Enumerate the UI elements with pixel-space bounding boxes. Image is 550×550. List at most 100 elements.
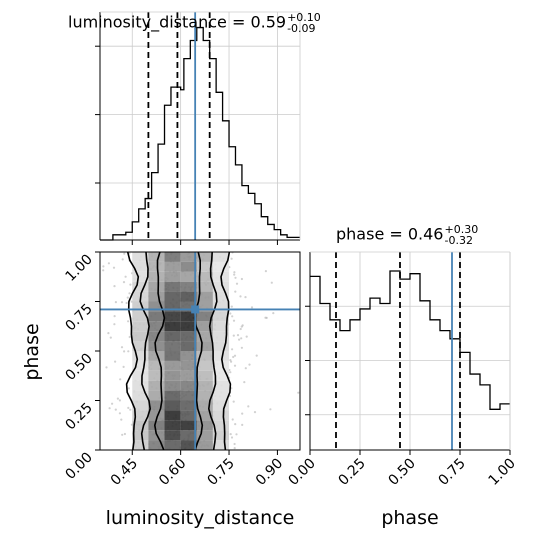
- density-cell: [196, 400, 213, 411]
- scatter-point: [122, 281, 126, 284]
- y-axis-label-phase: phase: [21, 323, 43, 380]
- scatter-point: [114, 360, 117, 363]
- density-cell: [180, 271, 197, 282]
- density-cell: [212, 291, 230, 302]
- density-cell: [148, 351, 165, 361]
- scatter-point: [230, 360, 233, 363]
- density-cell: [148, 281, 165, 292]
- scatter-point: [269, 408, 272, 411]
- density-cell: [164, 252, 181, 262]
- title-luminosity-distance-plus: +0.10: [287, 11, 321, 24]
- scatter-point: [122, 365, 125, 368]
- density-cell: [212, 301, 230, 312]
- density-cell: [180, 390, 197, 401]
- density-cell: [180, 261, 197, 272]
- density-cell: [196, 321, 213, 332]
- scatter-point: [113, 315, 116, 318]
- density-cell: [212, 430, 230, 441]
- density-cell: [132, 252, 149, 262]
- density-cell: [164, 430, 181, 441]
- scatter-point: [247, 405, 250, 408]
- density-cell: [164, 321, 181, 332]
- x-tick-label: 0.90: [253, 456, 286, 489]
- title-phase-main: phase = 0.46: [336, 224, 444, 244]
- density-cell: [164, 301, 181, 312]
- scatter-point: [231, 315, 234, 318]
- scatter-point: [236, 334, 240, 337]
- density-cell: [164, 341, 181, 351]
- density-cell: [180, 400, 197, 411]
- scatter-point: [102, 269, 105, 272]
- x-tick-label: 0.45: [108, 456, 141, 489]
- scatter-point: [229, 433, 232, 436]
- density-cell: [148, 271, 165, 282]
- scatter-point: [109, 336, 112, 339]
- scatter-point: [118, 399, 121, 402]
- density-cell: [148, 301, 165, 312]
- scatter-point: [232, 334, 235, 337]
- scatter-point: [235, 282, 239, 285]
- density-cell: [196, 360, 213, 371]
- scatter-point: [231, 348, 234, 351]
- scatter-point: [102, 265, 105, 268]
- scatter-point: [231, 418, 234, 421]
- scatter-point: [114, 408, 117, 411]
- density-cell: [196, 271, 213, 282]
- scatter-point: [232, 400, 235, 403]
- scatter-point: [253, 411, 257, 414]
- scatter-point: [248, 363, 251, 366]
- scatter-point: [244, 367, 247, 370]
- scatter-point: [123, 350, 126, 353]
- density-cell: [212, 252, 230, 262]
- density-cell: [148, 331, 165, 342]
- scatter-point: [265, 316, 268, 319]
- title-luminosity-distance-main: luminosity_distance = 0.59: [68, 12, 287, 32]
- density-cell: [180, 301, 197, 312]
- scatter-point: [229, 371, 232, 374]
- title-luminosity-distance-minus: -0.09: [287, 22, 316, 35]
- scatter-point: [121, 433, 124, 436]
- scatter-point: [129, 283, 132, 286]
- density-cell: [212, 380, 230, 391]
- density-cell: [212, 321, 230, 332]
- density-cell: [148, 321, 165, 332]
- contour-outer-left: [125, 252, 140, 450]
- scatter-point: [107, 262, 110, 265]
- density-cell: [212, 360, 230, 371]
- density-cell: [148, 420, 165, 431]
- scatter-point: [120, 418, 123, 421]
- contour-inner-left: [153, 252, 166, 450]
- density-cell: [196, 311, 213, 322]
- scatter-point: [127, 350, 130, 353]
- scatter-point: [230, 305, 233, 308]
- density-cell: [196, 430, 213, 441]
- scatter-point: [233, 364, 237, 367]
- x-tick-label: 1.00: [485, 456, 518, 489]
- scatter-point: [119, 378, 122, 381]
- density-cell: [132, 370, 149, 381]
- density-cell: [132, 380, 149, 391]
- scatter-point: [126, 296, 129, 299]
- scatter-point: [120, 346, 124, 349]
- density-cell: [148, 390, 165, 401]
- scatter-point: [129, 408, 132, 411]
- scatter-point: [77, 350, 79, 352]
- scatter-point: [240, 337, 243, 340]
- density-cell: [148, 370, 165, 381]
- scatter-point: [230, 436, 234, 439]
- density-cell: [196, 291, 213, 302]
- scatter-point: [230, 257, 233, 260]
- scatter-point: [240, 277, 243, 281]
- density-cell: [164, 360, 181, 371]
- scatter-point: [233, 442, 236, 446]
- density-cell: [180, 420, 197, 431]
- title-luminosity-distance: luminosity_distance = 0.59 +0.10 -0.09: [68, 12, 321, 34]
- scatter-point: [121, 258, 124, 261]
- scatter-point: [241, 412, 244, 415]
- scatter-point: [297, 391, 300, 394]
- density-cell: [180, 380, 197, 391]
- density-cell: [148, 410, 165, 421]
- title-phase: phase = 0.46 +0.30 -0.32: [336, 224, 478, 246]
- density-cell: [196, 281, 213, 292]
- density-cell: [196, 252, 213, 262]
